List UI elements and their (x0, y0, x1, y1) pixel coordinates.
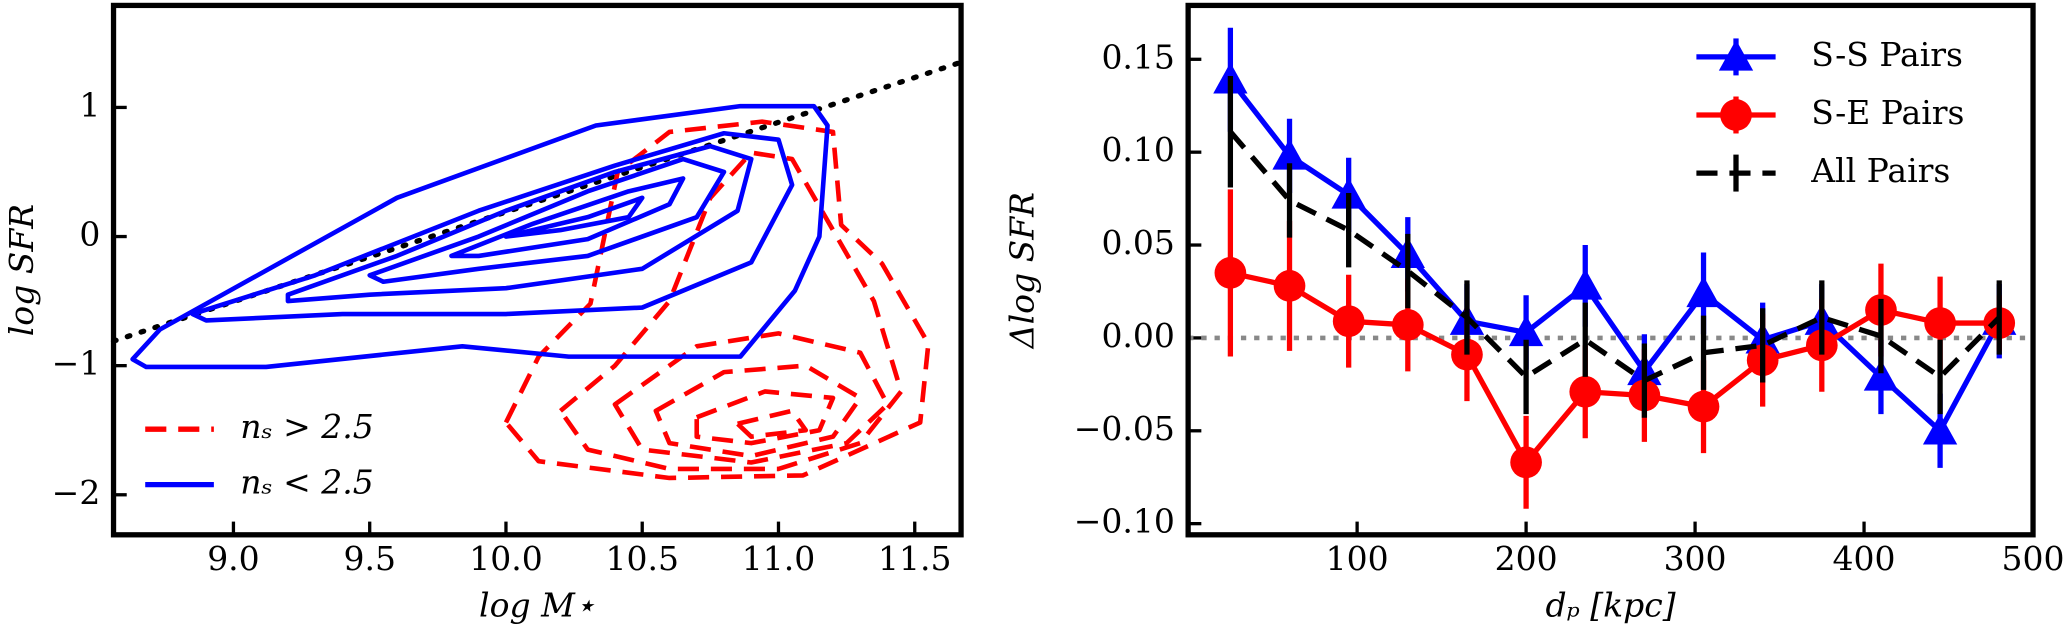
y-tick-label: −0.10 (1074, 502, 1175, 541)
legend-label: nₛ < 2.5 (240, 463, 373, 502)
y-axis-label: Δlog SFR (1002, 192, 1041, 350)
legend-label: S-E Pairs (1811, 93, 1964, 132)
legend-marker (1720, 99, 1752, 131)
y-axis-label: log SFR (2, 204, 41, 336)
contour-line (653, 363, 863, 459)
x-tick-label: 300 (1664, 539, 1727, 578)
x-tick-label: 9.0 (207, 539, 259, 578)
contour-line (190, 130, 795, 323)
y-tick-label: 0.15 (1101, 37, 1174, 76)
y-tick-label: 0.00 (1101, 316, 1174, 355)
x-tick-label: 9.5 (343, 539, 395, 578)
data-point (1922, 413, 1958, 445)
legend-label: All Pairs (1810, 151, 1950, 190)
data-point (1510, 446, 1542, 479)
x-tick-label: 11.0 (742, 539, 815, 578)
x-axis-label: dₚ [kpc] (1546, 585, 1676, 624)
x-tick-label: 11.5 (878, 539, 951, 578)
contour-line (130, 103, 830, 370)
contour-line (449, 176, 686, 259)
legend-label: S-S Pairs (1811, 35, 1963, 74)
x-tick-label: 10.0 (469, 539, 542, 578)
contour-line (285, 143, 754, 304)
axes-frame (1185, 2, 2036, 538)
contour-line (558, 150, 904, 472)
data-point (1863, 359, 1899, 391)
data-point (1391, 309, 1424, 341)
data-point (1568, 268, 1603, 300)
y-tick-label: 1 (79, 85, 100, 124)
data-point (1332, 305, 1365, 338)
data-point (1273, 270, 1306, 302)
y-tick-label: −0.05 (1074, 409, 1175, 448)
x-axis-label: log M⋆ (479, 585, 595, 624)
contour-line (735, 408, 809, 439)
series-line (1228, 130, 2002, 384)
legend-label: nₛ > 2.5 (240, 407, 373, 446)
data-point (1686, 276, 1721, 308)
data-point (1214, 257, 1247, 289)
y-tick-label: −2 (52, 473, 101, 512)
legend-marker (1718, 39, 1754, 71)
axes-frame (110, 2, 964, 538)
contour-line (694, 389, 836, 446)
y-tick-label: −1 (52, 344, 101, 383)
data-point (1508, 315, 1544, 347)
contour-line (503, 119, 931, 481)
data-point (1687, 390, 1720, 423)
data-point (1924, 307, 1956, 339)
contour-line (367, 156, 727, 285)
data-point (1272, 138, 1307, 170)
y-tick-label: 0.05 (1101, 223, 1174, 262)
x-tick-label: 200 (1495, 539, 1558, 578)
y-tick-label: 0 (79, 215, 100, 254)
x-tick-label: 400 (1833, 539, 1896, 578)
x-tick-label: 500 (2002, 539, 2065, 578)
x-tick-label: 100 (1326, 539, 1389, 578)
y-tick-label: 0.10 (1101, 130, 1174, 169)
contour-line (503, 195, 645, 239)
x-tick-label: 10.5 (605, 539, 678, 578)
data-point (1569, 375, 1602, 408)
